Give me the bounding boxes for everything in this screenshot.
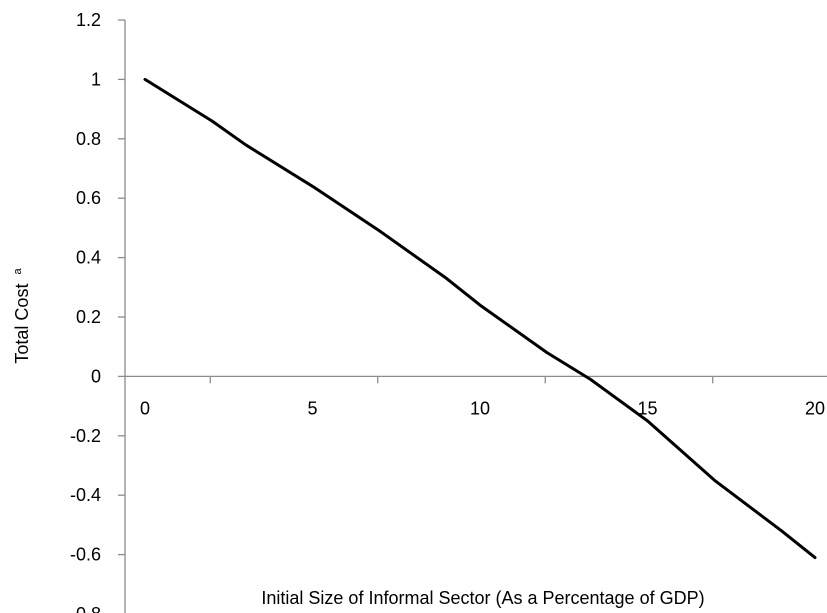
x-axis: 0 5 10 15 20 [125,375,827,418]
x-tick-label: 10 [470,398,490,418]
y-tick-label: -0.4 [70,485,101,505]
y-axis: 1.2 1 0.8 0.6 0.4 0.2 0 -0.2 -0.4 -0.6 -0.8 [70,10,126,613]
y-tick-label: -0.8 [70,604,101,613]
y-axis-title-superscript: a [12,268,24,275]
y-tick-label: 0.2 [76,307,101,327]
y-tick-label: -0.6 [70,545,101,565]
series-line [143,77,817,560]
y-axis-title: Total Cost a [12,268,32,364]
x-tick-label: 15 [637,398,657,418]
y-tick-label: -0.2 [70,426,101,446]
x-axis-title: Initial Size of Informal Sector (As a Pe… [261,588,704,608]
y-tick-label: 0 [91,366,101,386]
series-layer [143,77,817,560]
x-tick-label: 0 [140,398,150,418]
y-tick-label: 1.2 [76,10,101,30]
y-axis-title-text: Total Cost [12,284,32,364]
x-tick-label: 20 [805,398,825,418]
y-tick-label: 0.8 [76,129,101,149]
y-tick-label: 0.4 [76,248,101,268]
y-tick-label: 1 [91,69,101,89]
y-tick-label: 0.6 [76,188,101,208]
x-tick-label: 5 [307,398,317,418]
